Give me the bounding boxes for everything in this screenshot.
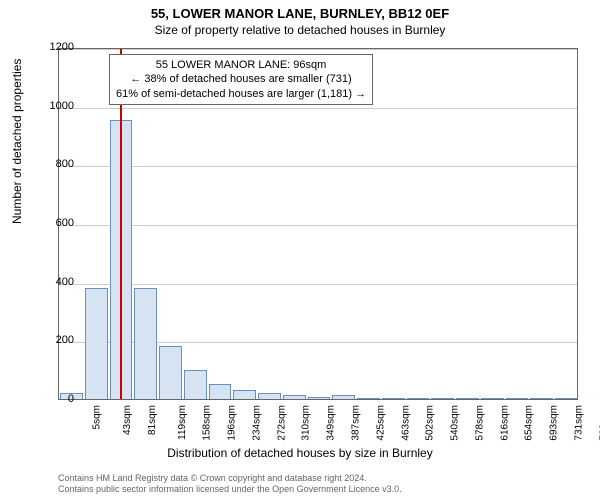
histogram-bar [382,398,405,399]
grid-line [59,284,577,285]
histogram-bar [456,398,479,399]
footer: Contains HM Land Registry data © Crown c… [58,473,402,496]
y-tick-label: 1000 [34,100,74,112]
x-tick-label: 425sqm [375,405,386,441]
x-tick-label: 234sqm [252,405,263,441]
y-tick-label: 800 [34,158,74,170]
histogram-bar [184,370,207,399]
histogram-bar [506,398,529,399]
x-tick-label: 463sqm [400,405,411,441]
x-tick-label: 731sqm [573,405,584,441]
sub-title: Size of property relative to detached ho… [0,21,600,37]
x-tick-label: 616sqm [499,405,510,441]
x-tick-label: 578sqm [474,405,485,441]
y-tick-label: 0 [34,393,74,405]
histogram-bar [431,398,454,399]
x-tick-label: 387sqm [351,405,362,441]
histogram-bar [555,398,578,399]
main-title: 55, LOWER MANOR LANE, BURNLEY, BB12 0EF [0,0,600,21]
histogram-bar [233,390,256,399]
y-axis-label: Number of detached properties [10,59,24,224]
x-tick-label: 349sqm [326,405,337,441]
histogram-bar [134,288,157,399]
x-tick-label: 310sqm [301,405,312,441]
x-tick-label: 5sqm [92,405,103,429]
histogram-bar [481,398,504,399]
histogram-bar [159,346,182,399]
histogram-bar [283,395,306,399]
chart-area: 55 LOWER MANOR LANE: 96sqm← 38% of detac… [58,48,578,400]
histogram-bar [407,398,430,399]
y-tick-label: 600 [34,217,74,229]
x-tick-label: 196sqm [227,405,238,441]
annotation-line: 55 LOWER MANOR LANE: 96sqm [116,58,366,72]
x-tick-label: 502sqm [425,405,436,441]
x-tick-label: 119sqm [177,405,188,440]
y-tick-label: 200 [34,334,74,346]
histogram-bar [209,384,232,399]
grid-line [59,49,577,50]
x-tick-label: 540sqm [450,405,461,441]
x-tick-label: 272sqm [276,405,287,441]
x-tick-label: 81sqm [147,405,158,435]
y-tick-label: 400 [34,276,74,288]
x-tick-label: 654sqm [524,405,535,441]
annotation-box: 55 LOWER MANOR LANE: 96sqm← 38% of detac… [109,54,373,105]
grid-line [59,108,577,109]
grid-line [59,166,577,167]
x-axis-label: Distribution of detached houses by size … [0,446,600,460]
grid-line [59,225,577,226]
histogram-bar [308,397,331,399]
histogram-bar [258,393,281,399]
x-tick-label: 158sqm [202,405,213,441]
x-tick-label: 693sqm [549,405,560,441]
histogram-bar [85,288,108,399]
x-tick-label: 43sqm [122,405,133,435]
footer-line1: Contains HM Land Registry data © Crown c… [58,473,402,485]
footer-line2: Contains public sector information licen… [58,484,402,496]
histogram-bar [332,395,355,399]
histogram-bar [530,398,553,399]
annotation-line: ← 38% of detached houses are smaller (73… [116,72,366,86]
histogram-bar [357,398,380,399]
y-tick-label: 1200 [34,41,74,53]
annotation-line: 61% of semi-detached houses are larger (… [116,87,366,101]
